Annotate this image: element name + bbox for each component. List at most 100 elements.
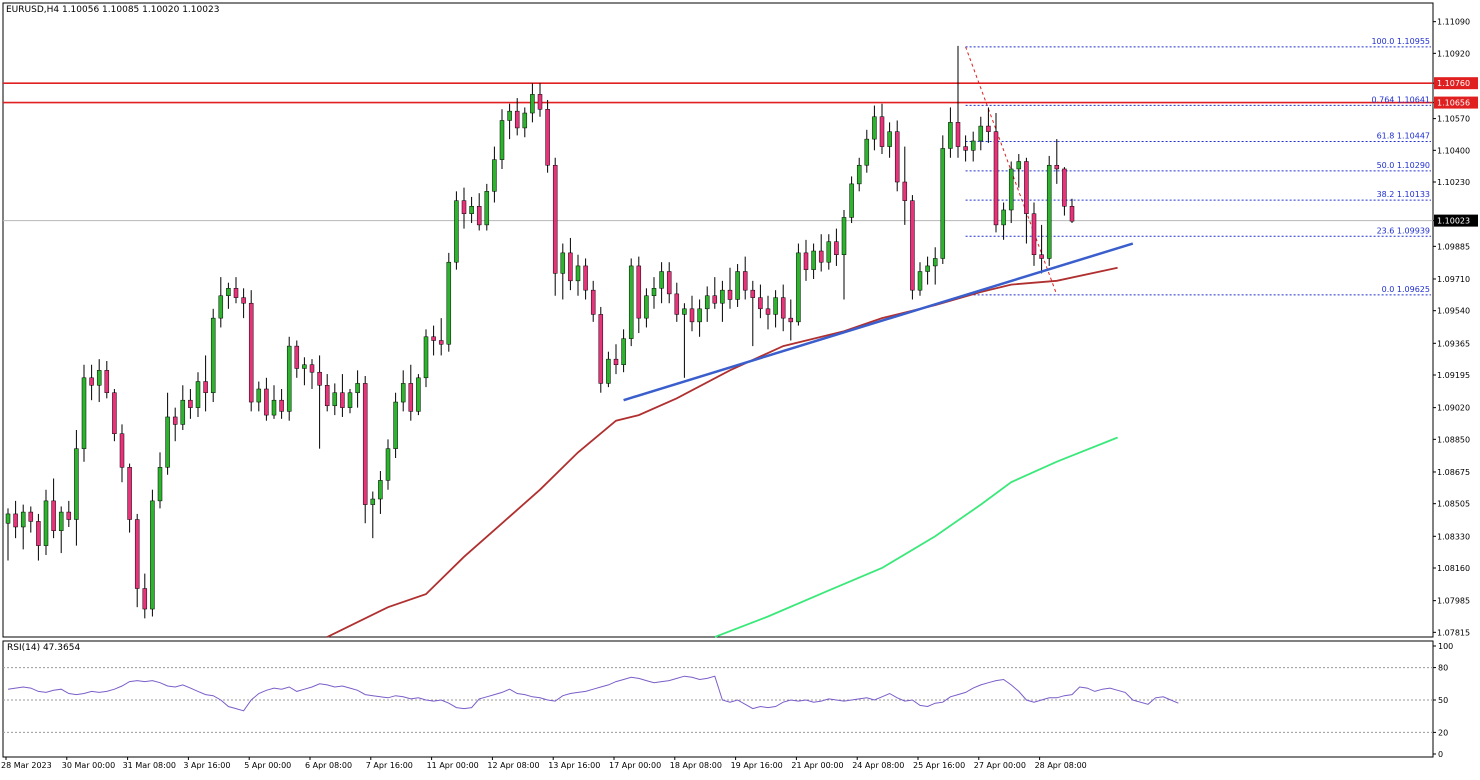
- candle-body: [644, 295, 649, 319]
- candle-body: [20, 511, 26, 528]
- current-price-badge: [1434, 214, 1478, 227]
- bull-candle: [74, 430, 79, 546]
- price-tick-label: 1.08675: [1437, 468, 1470, 477]
- candle-body: [58, 511, 64, 531]
- candle-body: [841, 217, 847, 255]
- candle-body: [651, 288, 657, 297]
- bear-candle: [545, 99, 550, 173]
- candle-body: [583, 265, 588, 291]
- candle-body: [355, 383, 360, 393]
- candle-body: [438, 340, 444, 345]
- candle-body: [302, 364, 307, 369]
- bear-candle: [879, 103, 885, 155]
- candle-body: [1054, 164, 1060, 170]
- bear-candle: [636, 256, 642, 334]
- candle-body: [104, 370, 110, 393]
- candle-body: [378, 480, 383, 500]
- candle-body: [803, 252, 809, 270]
- candle-body: [894, 131, 900, 183]
- candle-body: [682, 308, 687, 315]
- candle-body: [362, 383, 368, 505]
- bear-candle: [894, 120, 900, 192]
- candle-body: [818, 250, 824, 263]
- candle-body: [142, 588, 148, 610]
- candle-body: [514, 110, 520, 129]
- bull-candle: [841, 209, 847, 300]
- candle-body: [28, 511, 34, 522]
- bear-candle: [1054, 139, 1060, 184]
- bull-candle: [484, 183, 490, 231]
- bull-candle: [469, 196, 474, 224]
- price-badge-label: 1.10760: [1437, 79, 1470, 88]
- bear-candle: [438, 318, 444, 356]
- candle-body: [96, 370, 102, 386]
- candle-body: [727, 289, 733, 300]
- bull-candle: [811, 243, 816, 279]
- ma-slow-line: [714, 436, 1118, 638]
- time-tick-label: 3 Apr 16:00: [183, 761, 230, 770]
- candle-body: [256, 388, 262, 403]
- candle-body: [271, 399, 277, 416]
- candle-body: [180, 399, 186, 425]
- bear-candle: [431, 325, 436, 356]
- candle-body: [1001, 209, 1006, 226]
- candle-body: [210, 317, 216, 393]
- candle-body: [955, 122, 961, 147]
- candle-body: [119, 433, 125, 468]
- candle-body: [560, 252, 566, 274]
- candle-body: [758, 297, 763, 310]
- price-badge-label: 1.10023: [1437, 217, 1470, 226]
- bull-candle: [682, 303, 687, 378]
- price-badge-label: 1.10656: [1437, 99, 1470, 108]
- bear-candle: [788, 299, 794, 341]
- bull-candle: [575, 254, 581, 296]
- candle-body: [454, 200, 459, 263]
- bull-candle: [332, 383, 338, 416]
- candle-body: [872, 116, 877, 140]
- bull-candle: [826, 234, 832, 270]
- time-tick-label: 6 Apr 08:00: [305, 761, 352, 770]
- bull-candle: [43, 489, 49, 555]
- bear-candle: [362, 375, 368, 524]
- bull-candle: [856, 157, 862, 192]
- candle-body: [66, 511, 72, 520]
- candle-body: [932, 258, 938, 267]
- bear-candle: [552, 157, 558, 296]
- bull-candle: [887, 122, 892, 158]
- candle-body: [720, 289, 725, 304]
- candle-body: [1039, 254, 1044, 259]
- rsi-tick-label: 20: [1438, 728, 1448, 737]
- bear-candle: [476, 193, 482, 231]
- bull-candle: [849, 176, 854, 224]
- bear-candle: [742, 256, 748, 300]
- bear-candle: [317, 355, 322, 449]
- bear-candle: [309, 359, 315, 389]
- time-tick-label: 11 Apr 00:00: [427, 761, 479, 770]
- candle-body: [575, 265, 581, 282]
- candle-body: [750, 289, 756, 298]
- candle-body: [286, 345, 292, 412]
- candle-body: [742, 271, 748, 291]
- bear-candle: [834, 228, 839, 266]
- bear-candle: [963, 135, 968, 162]
- candle-body: [902, 181, 908, 201]
- bull-candle: [286, 336, 292, 421]
- candle-body: [507, 110, 512, 121]
- candle-body: [203, 381, 208, 393]
- candle-body: [879, 116, 885, 147]
- bear-candle: [993, 113, 999, 233]
- candle-body: [370, 498, 376, 505]
- bear-candle: [142, 573, 148, 619]
- bear-candle: [1069, 198, 1075, 224]
- bull-candle: [271, 385, 277, 419]
- candle-body: [264, 388, 269, 416]
- bear-candle: [112, 388, 117, 442]
- candle-body: [545, 109, 550, 166]
- time-tick-label: 18 Apr 08:00: [670, 761, 722, 770]
- candle-body: [1016, 161, 1022, 170]
- bear-candle: [674, 282, 680, 322]
- candle-body: [36, 521, 41, 546]
- price-tick-label: 1.09365: [1437, 339, 1470, 348]
